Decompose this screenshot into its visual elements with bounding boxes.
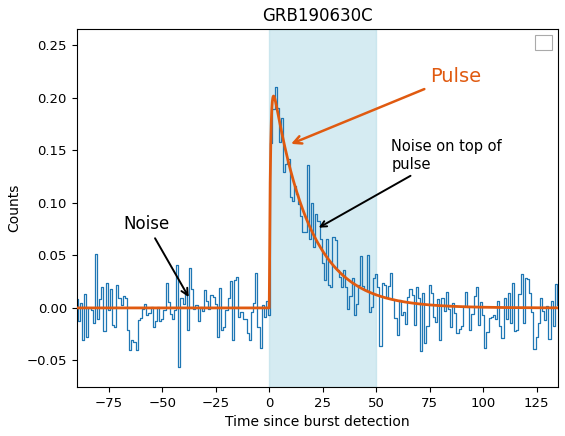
X-axis label: Time since burst detection: Time since burst detection xyxy=(225,415,410,429)
Text: Noise: Noise xyxy=(124,215,188,295)
Text: Pulse: Pulse xyxy=(294,67,481,143)
FancyBboxPatch shape xyxy=(535,35,552,50)
Y-axis label: Counts: Counts xyxy=(7,184,21,232)
Title: GRB190630C: GRB190630C xyxy=(262,7,373,25)
Text: Noise on top of
pulse: Noise on top of pulse xyxy=(320,139,502,227)
Bar xyxy=(270,29,376,387)
